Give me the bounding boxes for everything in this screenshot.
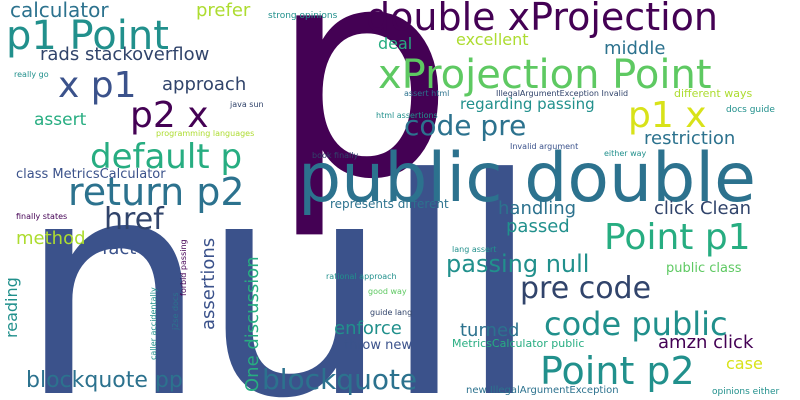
word: assert html [404,89,450,98]
word: finally states [16,212,68,221]
word: handling [498,198,577,219]
word: click Clean [654,198,752,219]
word: class MetricsCalculator [16,167,166,182]
word: enforce [334,318,402,339]
word: regarding passing [460,95,595,113]
word: return p2 [68,170,245,214]
word: strong opinions [268,11,338,21]
word: MetricsCalculator public [452,337,585,350]
word: book finally [312,151,359,160]
word: case [726,354,763,373]
word: turned [460,320,520,341]
word: programming languages [156,129,255,138]
word: One discussion [242,256,263,392]
word: assert [34,110,87,130]
word: double xProjection [366,0,718,39]
word: public double [298,139,756,218]
word: middle [604,38,666,59]
word: either way [604,149,647,158]
word: xProjection Point [378,52,712,98]
word: p [270,0,455,243]
word: Invalid argument [510,142,579,151]
word: j2se docs [171,292,180,330]
word: calculator [10,0,109,22]
word: throw new [344,338,412,353]
word: lang assert [452,245,497,254]
word: forbid passing [179,239,188,296]
word: Point p2 [540,349,695,393]
word: approach [162,74,247,95]
word: code public [544,305,728,343]
word: href [104,202,164,237]
word: opinions either [712,387,780,397]
word: reading [2,277,21,338]
word: passed [506,216,570,237]
word: assertions [198,237,219,330]
word: pre code [520,271,652,306]
word: restriction [644,128,736,149]
word: null [18,115,541,400]
word: excellent [456,30,529,49]
word: really go [14,70,49,79]
word: p2 x [130,95,209,136]
word: passing null [446,250,590,278]
word: public class [666,261,742,276]
word: fact [102,238,137,259]
word: prefer [196,0,251,21]
word: rads stackoverflow [40,44,210,65]
word: x p1 [58,65,137,106]
word: guide lang [370,308,413,317]
word: rational approach [326,272,397,281]
word: different ways [674,87,753,100]
word: docs guide [726,105,775,115]
word: represents different [330,197,449,211]
word: deal [378,34,413,53]
word: method [16,228,86,249]
word: IllegalArgumentException Invalid [496,89,629,98]
word: new IllegalArgumentException [466,385,619,396]
word: code pre [404,109,527,142]
word: amzn click [658,332,754,353]
word: default p [90,137,243,177]
word: blockquote pp [26,368,183,393]
word: java sun [230,100,264,109]
word: p1 Point [6,13,169,59]
word: caller accidentally [149,287,158,360]
word: blockquote [262,363,418,396]
word: html assertions [376,111,438,120]
word: Point p1 [604,217,751,258]
word: good way [368,287,407,296]
word: p1 x [628,95,707,136]
